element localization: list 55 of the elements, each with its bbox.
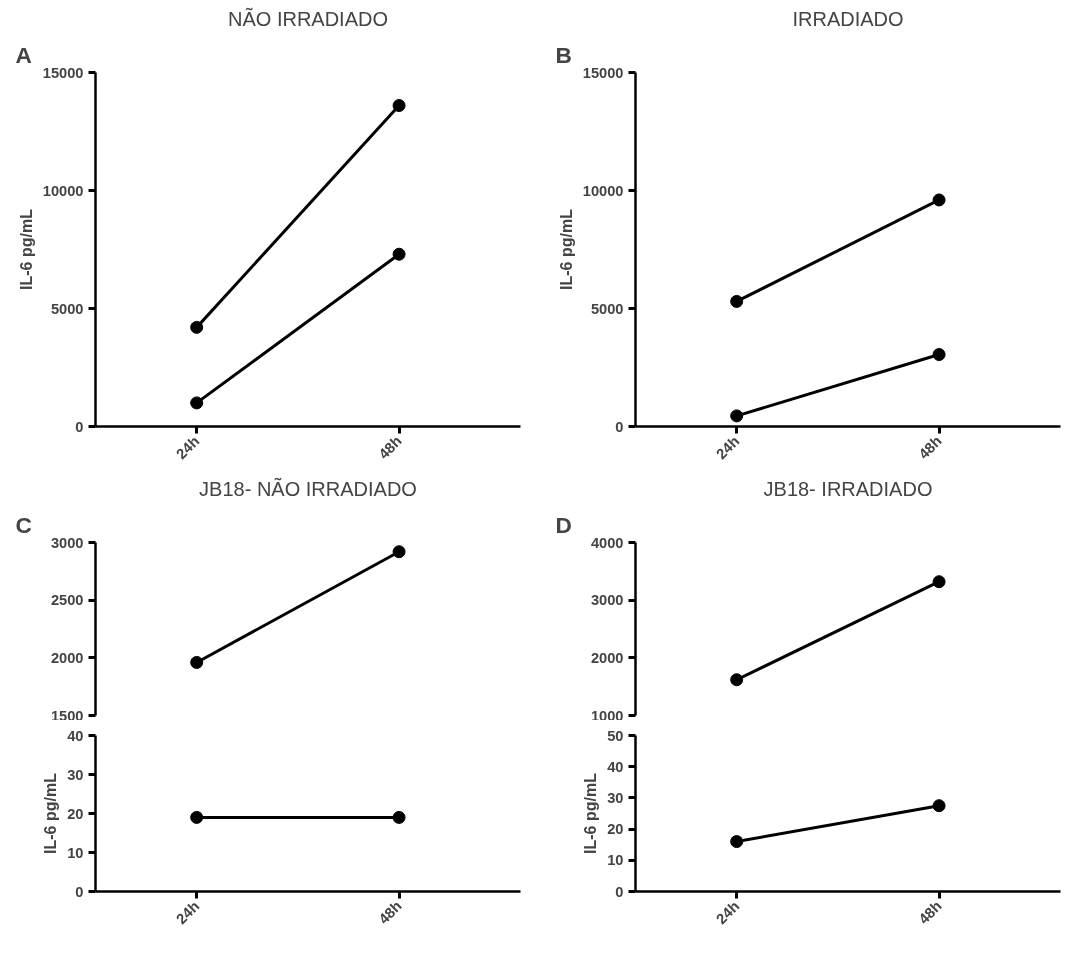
point bbox=[730, 294, 744, 308]
y-tick-label: 10000 bbox=[42, 182, 84, 199]
y-tick-label: 1500 bbox=[50, 707, 84, 724]
x-tick-label: 48h bbox=[915, 897, 945, 928]
y-tick-label: 0 bbox=[615, 418, 624, 435]
y-tick-label: 40 bbox=[607, 758, 624, 775]
y-axis-title: IL-6 pg/mL bbox=[42, 772, 60, 854]
y-tick-label: 2000 bbox=[50, 649, 84, 666]
y-tick-label: 5000 bbox=[50, 300, 84, 317]
point bbox=[932, 348, 946, 362]
y-tick-label: 10000 bbox=[582, 182, 624, 199]
y-tick-label: 3000 bbox=[590, 592, 624, 609]
x-tick-label: 24h bbox=[713, 432, 743, 463]
point bbox=[190, 320, 204, 334]
chart-title: JB18- IRRADIADO bbox=[763, 477, 933, 500]
point bbox=[392, 99, 406, 113]
y-tick-label: 30 bbox=[607, 789, 624, 806]
text: A bbox=[15, 41, 32, 68]
x-tick-label: 24h bbox=[173, 432, 203, 463]
y-tick-label: 3000 bbox=[50, 534, 84, 551]
x-tick-label: 48h bbox=[375, 897, 405, 928]
point bbox=[392, 247, 406, 261]
chart-title: JB18- NÃO IRRADIADO bbox=[199, 476, 417, 500]
y-tick-label: 5000 bbox=[590, 300, 624, 317]
y-tick-label: 50 bbox=[607, 727, 624, 744]
text: B bbox=[555, 41, 572, 68]
x-tick-label: 48h bbox=[915, 432, 945, 463]
point bbox=[190, 396, 204, 410]
x-tick-label: 24h bbox=[173, 897, 203, 928]
y-tick-label: 20 bbox=[67, 805, 84, 822]
y-tick-label: 15000 bbox=[42, 64, 84, 81]
y-axis-title: IL-6 pg/mL bbox=[17, 208, 35, 290]
y-tick-label: 2500 bbox=[50, 592, 84, 609]
y-tick-label: 10 bbox=[67, 844, 84, 861]
text: C bbox=[15, 511, 32, 538]
y-tick-label: 20 bbox=[607, 821, 624, 838]
y-tick-label: 0 bbox=[75, 883, 84, 900]
chart-title: IRRADIADO bbox=[792, 7, 904, 30]
y-tick-label: 30 bbox=[67, 766, 84, 783]
x-tick-label: 48h bbox=[375, 432, 405, 463]
point bbox=[932, 193, 946, 207]
chart-title: NÃO IRRADIADO bbox=[227, 6, 389, 30]
y-tick-label: 2000 bbox=[590, 649, 624, 666]
y-tick-label: 1000 bbox=[590, 707, 624, 724]
text: D bbox=[555, 511, 572, 538]
y-axis-title: IL-6 pg/mL bbox=[582, 772, 600, 854]
y-tick-label: 10 bbox=[607, 852, 624, 869]
point bbox=[730, 409, 744, 423]
y-tick-label: 0 bbox=[75, 418, 84, 435]
y-axis-title: IL-6 pg/mL bbox=[557, 208, 575, 290]
y-tick-label: 15000 bbox=[582, 64, 624, 81]
y-tick-label: 40 bbox=[67, 727, 84, 744]
y-tick-label: 0 bbox=[615, 883, 624, 900]
x-tick-label: 24h bbox=[713, 897, 743, 928]
y-tick-label: 4000 bbox=[590, 534, 624, 551]
